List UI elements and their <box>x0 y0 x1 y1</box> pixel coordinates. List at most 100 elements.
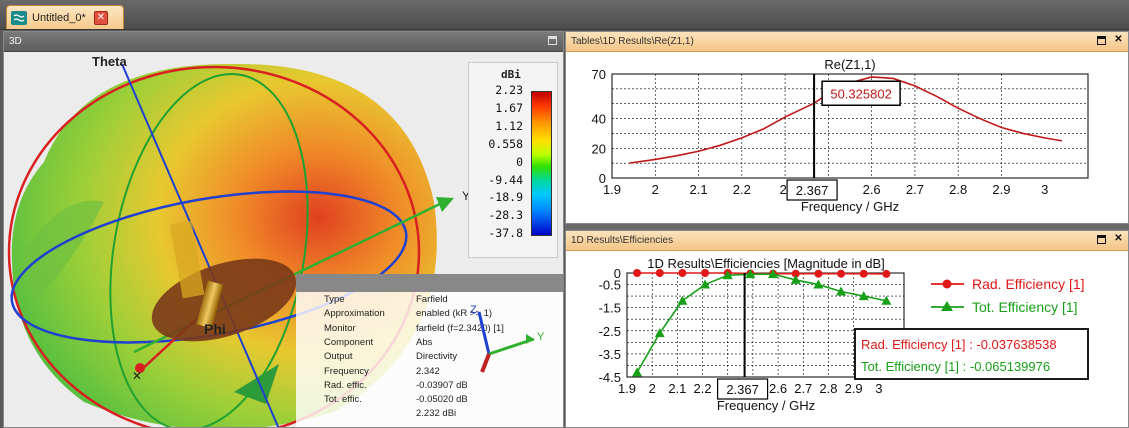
legend-tick-label: 1.67 <box>495 100 523 115</box>
legend-swatch-marker <box>942 279 952 289</box>
theta-axis-line <box>121 63 280 427</box>
readout-box <box>854 328 1089 380</box>
y-tick-label: -1.5 <box>599 301 621 316</box>
panel-3d-title: 3D <box>9 36 22 47</box>
x-tick-label: 2.7 <box>794 381 812 396</box>
legend-tick-label: -9.44 <box>488 172 523 187</box>
info-key: Rad. effic. <box>324 379 367 391</box>
maximize-re-button[interactable] <box>1097 35 1108 46</box>
panel-splitter[interactable] <box>565 224 1129 230</box>
frequency-marker-box <box>786 179 838 201</box>
color-scale-bar <box>531 91 552 236</box>
info-key: Monitor <box>324 322 356 334</box>
legend-label: Rad. Efficiency [1] <box>972 276 1085 292</box>
info-value: 2.342 <box>416 365 440 377</box>
maximize-eff-button[interactable] <box>1097 234 1108 245</box>
farfield-info-box: Type Farfield Approximation enabled (kR >> … <box>296 274 563 427</box>
x-axis-marker <box>135 363 145 373</box>
series-point <box>814 269 823 278</box>
x-axis-label: Frequency / GHz <box>801 199 899 214</box>
series-point <box>882 269 891 278</box>
x-tick-label: 2.2 <box>733 182 751 197</box>
info-value: enabled (kR >> 1) <box>416 308 493 320</box>
marker-value-label: 50.325802 <box>830 86 891 101</box>
frequency-marker-box <box>716 378 769 400</box>
panel-re-z11[interactable]: Tables\1D Results\Re(Z1,1) ✕ 1.9 2 2.1 2.2 2… <box>565 31 1129 224</box>
y-axis-arrow <box>436 197 454 212</box>
series-point <box>858 291 869 301</box>
series-point <box>745 269 756 279</box>
readout-line: Tot. Efficiency [1] : -0.065139976 <box>861 359 1050 374</box>
x-tick-label: 1.9 <box>603 182 621 197</box>
panel-3d-view[interactable]: 3D Theta Phi <box>3 31 564 428</box>
frequency-marker-value: 2.367 <box>796 183 829 198</box>
series-point <box>654 328 665 338</box>
x-tick-label: 2 <box>649 381 656 396</box>
re-z11-chart[interactable]: 1.922.12.22.2.52.62.72.82.9370402002.367… <box>566 52 1128 224</box>
x-tick-label: 2.1 <box>668 381 686 396</box>
x-tick-label: 1.9 <box>618 381 636 396</box>
document-tab-bar: Untitled_0* ✕ <box>0 0 1129 30</box>
close-tab-icon[interactable]: ✕ <box>93 10 108 25</box>
x-tick-label: 3 <box>875 381 882 396</box>
series-point <box>722 270 733 280</box>
series-point <box>790 274 801 284</box>
y-tick-label: -3.5 <box>599 347 621 362</box>
panel-eff-titlebar: 1D Results\Efficiencies ✕ <box>566 231 1128 251</box>
x-tick-label: 3 <box>1041 182 1048 197</box>
x-tick-label: 2.2 <box>694 381 712 396</box>
efficiencies-chart[interactable]: 1.922.12.22.2.52.62.72.82.930-0.5-1.5-2.… <box>566 251 1128 428</box>
legend-unit: dBi <box>501 68 521 81</box>
x-tick-label: 2.9 <box>992 182 1010 197</box>
series-point <box>791 269 800 278</box>
x-tick-label: 2.8 <box>819 381 837 396</box>
theta-circle <box>7 65 421 427</box>
series-point <box>837 269 846 278</box>
x-tick-label: 2 <box>652 182 659 197</box>
y-tick-label: -4.5 <box>599 370 621 385</box>
x-axis-label: Frequency / GHz <box>717 398 815 413</box>
panel-re-title: Tables\1D Results\Re(Z1,1) <box>571 36 694 47</box>
close-re-button[interactable]: ✕ <box>1114 34 1123 45</box>
x-tick-label: 2. <box>780 182 791 197</box>
chart-title: 1D Results\Efficiencies [Magnitude in dB… <box>647 256 885 271</box>
panel-re-titlebar: Tables\1D Results\Re(Z1,1) ✕ <box>566 32 1128 52</box>
panel-3d-titlebar: 3D <box>4 32 563 52</box>
chart-title: Re(Z1,1) <box>824 57 875 72</box>
panel-efficiencies[interactable]: 1D Results\Efficiencies ✕ 1.922.12.22.2.… <box>565 230 1129 428</box>
x-tick-label: 2.6 <box>769 381 787 396</box>
legend-tick-label: -18.9 <box>488 190 523 205</box>
x-tick-label: 2.9 <box>845 381 863 396</box>
series-point <box>677 295 688 305</box>
antenna-element <box>169 220 205 299</box>
x-tick-label: 2.6 <box>863 182 881 197</box>
series-point <box>768 269 779 279</box>
info-value: Directivity <box>416 351 458 363</box>
series-line <box>636 273 887 373</box>
series-point <box>655 269 664 277</box>
y-tick-label: 0 <box>614 266 621 281</box>
theta-label: Theta <box>92 54 127 69</box>
info-value: 2.232 dBi <box>416 408 457 420</box>
legend-tick-label: 0 <box>516 154 523 169</box>
phi-label: Phi <box>204 321 226 337</box>
maximize-3d-button[interactable] <box>548 35 559 46</box>
color-scale-legend: dBi 2.23 1.67 1.12 0.558 0 -9.44 -18.9 -28.3 -37… <box>468 62 558 258</box>
document-tab[interactable]: Untitled_0* ✕ <box>6 5 124 29</box>
frequency-marker-value: 2.367 <box>726 382 759 397</box>
marker-value-box <box>821 80 901 107</box>
svg-text:✕: ✕ <box>132 369 142 383</box>
x-tick-label: 2.8 <box>949 182 967 197</box>
close-eff-button[interactable]: ✕ <box>1114 233 1123 244</box>
y-tick-label: -0.5 <box>599 278 621 293</box>
y-tick-label: 70 <box>592 67 606 82</box>
legend-label: Tot. Efficiency [1] <box>972 299 1078 315</box>
info-value: Abs <box>416 336 433 348</box>
y-tick-label: 20 <box>592 141 606 156</box>
info-key: Type <box>324 294 345 305</box>
phi-circle <box>109 72 309 427</box>
info-key: Component <box>324 336 374 348</box>
x-tick-label: 2.7 <box>906 182 924 197</box>
project-icon <box>11 10 27 25</box>
legend-tick-label: 0.558 <box>488 136 523 151</box>
